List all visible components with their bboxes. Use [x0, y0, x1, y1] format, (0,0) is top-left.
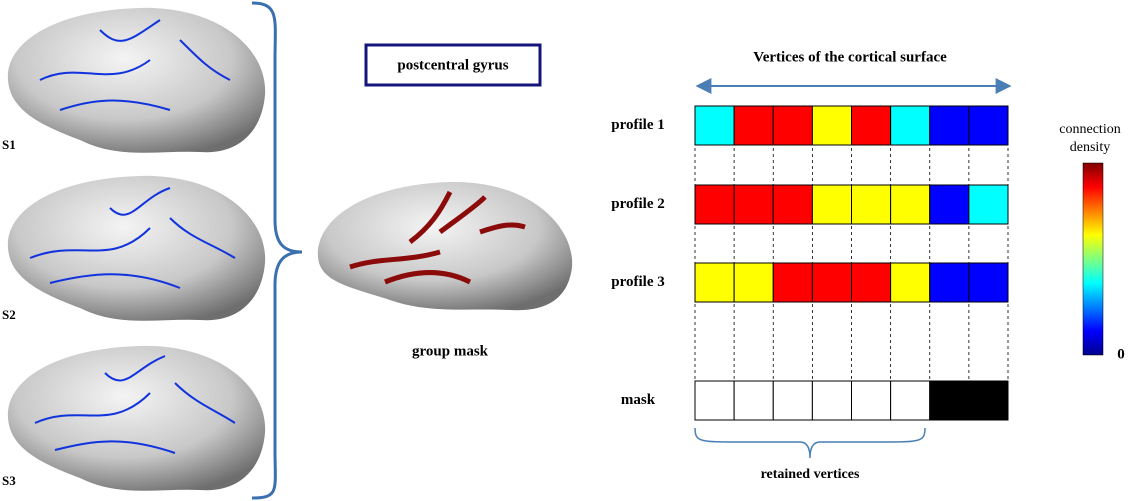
cell	[968, 105, 1009, 146]
cell	[811, 262, 852, 303]
cell	[733, 184, 774, 225]
cell	[929, 380, 970, 421]
cell	[890, 184, 931, 225]
row-label: profile 3	[611, 274, 664, 290]
retained-brace	[694, 427, 926, 459]
cell	[890, 105, 931, 146]
subject-label: S1	[2, 137, 16, 152]
cell	[733, 262, 774, 303]
cell	[772, 184, 813, 225]
cell	[851, 184, 892, 225]
cell	[929, 105, 970, 146]
cell	[772, 262, 813, 303]
cell	[929, 262, 970, 303]
cell	[733, 105, 774, 146]
retained-label: retained vertices	[761, 467, 860, 482]
brain	[7, 7, 266, 153]
axis-title: Vertices of the cortical surface	[753, 49, 947, 65]
cell	[694, 184, 735, 225]
group-mask-label: group mask	[412, 343, 489, 359]
cell	[694, 380, 735, 421]
region-box	[364, 43, 542, 87]
subject-label: S2	[2, 307, 16, 322]
subject-label: S3	[2, 473, 16, 488]
cell	[851, 380, 892, 421]
cell	[694, 262, 735, 303]
row-label: profile 1	[611, 117, 664, 133]
cell	[694, 105, 735, 146]
cell	[890, 380, 931, 421]
row-label: mask	[621, 392, 656, 408]
cell	[968, 380, 1009, 421]
cell	[851, 262, 892, 303]
row-label: profile 2	[611, 196, 664, 212]
group-mask-brain	[317, 181, 573, 311]
brace	[251, 1, 303, 500]
cell	[851, 105, 892, 146]
colorbar	[1082, 162, 1104, 356]
cell	[968, 184, 1009, 225]
region-label: postcentral gyrus	[397, 57, 508, 73]
colorbar-min: 0	[1117, 346, 1125, 362]
colorbar-title: density	[1070, 140, 1110, 155]
brain	[7, 175, 266, 321]
cell	[772, 380, 813, 421]
cell	[811, 105, 852, 146]
cell	[811, 184, 852, 225]
brain	[7, 345, 266, 491]
cell	[733, 380, 774, 421]
cell	[968, 262, 1009, 303]
colorbar-title: connection	[1059, 122, 1120, 137]
cell	[929, 184, 970, 225]
subject-brains	[7, 7, 266, 491]
cell	[890, 262, 931, 303]
cell	[811, 380, 852, 421]
cell	[772, 105, 813, 146]
